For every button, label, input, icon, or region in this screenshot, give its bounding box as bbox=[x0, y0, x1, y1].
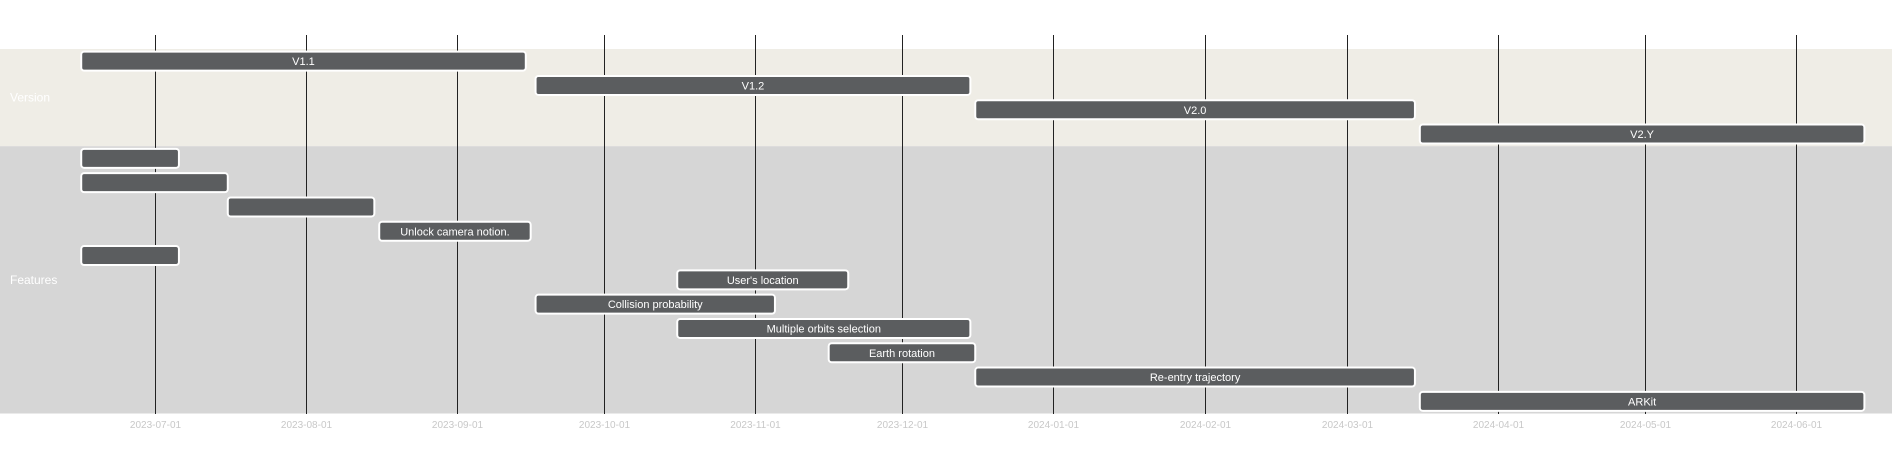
task-bar-multiple-orbits-selection bbox=[676, 317, 972, 339]
task-bar-arkit bbox=[1418, 390, 1866, 412]
task-bar-v1-1 bbox=[80, 50, 527, 72]
task-label-collision-probability: Collision probability bbox=[608, 299, 703, 311]
task-label-v2-y: V2.Y bbox=[1630, 129, 1655, 141]
section-bg-features bbox=[0, 146, 1892, 414]
tick-label-2024-04-01: 2024-04-01 bbox=[1473, 420, 1525, 431]
task-bar-earth-rotation bbox=[827, 342, 977, 364]
task-label-v1-2: V1.2 bbox=[742, 80, 765, 92]
task-bar-v2-0 bbox=[974, 99, 1416, 121]
x-axis-ticks: 2023-07-01 2023-08-01 2023-09-01 2023-10-01… bbox=[130, 420, 1823, 431]
tick-label-2024-02-01: 2024-02-01 bbox=[1180, 420, 1232, 431]
task-bar-features-1 bbox=[80, 172, 229, 194]
task-label-re-entry-trajectory: Re-entry trajectory bbox=[1150, 372, 1241, 384]
task-label-user-s-location: User's location bbox=[727, 275, 799, 287]
task-label-arkit: ARKit bbox=[1628, 396, 1656, 408]
task-bar-features-4 bbox=[80, 245, 180, 267]
tick-label-2024-03-01: 2024-03-01 bbox=[1322, 420, 1374, 431]
task-label-earth-rotation: Earth rotation bbox=[869, 348, 935, 360]
task-label-v1-1: V1.1 bbox=[292, 56, 315, 68]
tick-label-2024-01-01: 2024-01-01 bbox=[1028, 420, 1080, 431]
tick-label-2024-05-01: 2024-05-01 bbox=[1620, 420, 1672, 431]
task-label-v2-0: V2.0 bbox=[1184, 105, 1207, 117]
task-bar-collision-probability bbox=[534, 293, 776, 315]
section-label-features: Features bbox=[10, 273, 57, 287]
gridlines bbox=[155, 35, 1797, 414]
task-bar-v1-2 bbox=[534, 74, 972, 96]
section-labels: Version Features bbox=[10, 91, 57, 287]
task-bar-features-2 bbox=[226, 196, 376, 218]
section-label-version: Version bbox=[10, 91, 50, 105]
task-bar-unlock-camera-notion bbox=[378, 220, 532, 242]
task-bar-features-0 bbox=[80, 147, 180, 169]
task-bars: V1.1 V1.2 V2.0 V2.Y Unlock camera notion. Use… bbox=[80, 50, 1866, 412]
tick-label-2024-06-01: 2024-06-01 bbox=[1771, 420, 1823, 431]
tick-label-2023-09-01: 2023-09-01 bbox=[432, 420, 484, 431]
task-bar-user-s-location bbox=[676, 269, 850, 291]
tick-label-2023-11-01: 2023-11-01 bbox=[730, 420, 781, 431]
task-bar-re-entry-trajectory bbox=[974, 366, 1416, 388]
task-label-unlock-camera-notion: Unlock camera notion. bbox=[400, 226, 509, 238]
task-bar-v2-y bbox=[1418, 123, 1866, 145]
tick-label-2023-10-01: 2023-10-01 bbox=[579, 420, 631, 431]
tick-label-2023-07-01: 2023-07-01 bbox=[130, 420, 182, 431]
section-backgrounds bbox=[0, 49, 1892, 414]
task-label-multiple-orbits-selection: Multiple orbits selection bbox=[767, 323, 881, 335]
tick-label-2023-12-01: 2023-12-01 bbox=[877, 420, 929, 431]
tick-label-2023-08-01: 2023-08-01 bbox=[281, 420, 333, 431]
